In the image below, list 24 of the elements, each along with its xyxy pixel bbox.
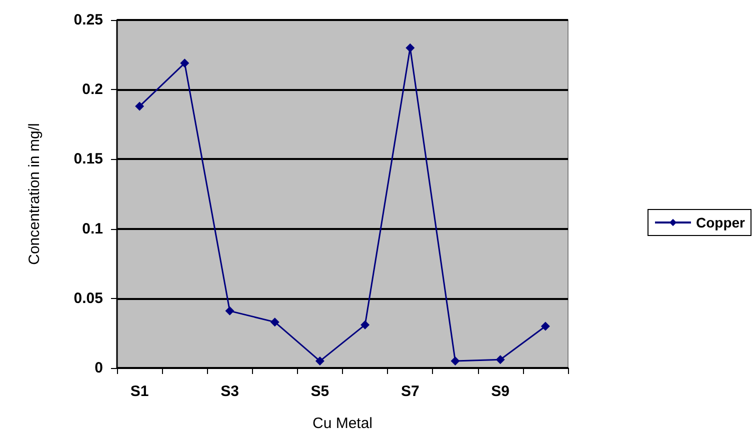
point [450,356,460,366]
y-tick-label: 0.25 [74,12,103,28]
y-tick-label: 0.15 [74,150,103,168]
y-tick-label: 0.05 [74,290,103,307]
x-tick-label: S3 [220,383,239,400]
y-tick-label: 0.1 [82,220,103,238]
point [406,43,415,52]
point [180,58,190,68]
x-tick-label: S9 [491,383,510,400]
point [135,102,144,111]
point [270,318,280,327]
y-tick-label: 0 [94,360,103,376]
x-tick-label: S7 [400,383,420,400]
point [496,355,505,364]
x-tick-label: S1 [130,383,149,400]
legend-label: Copper [696,214,746,230]
x-axis-title: Cu Metal [312,415,373,432]
point [225,306,234,316]
y-tick-label: 0.2 [82,81,103,98]
point [540,322,550,331]
point [315,356,324,366]
point [360,320,370,330]
y-axis-title: Concentration in mg/l [26,123,43,265]
x-tick-label: S5 [310,383,330,400]
